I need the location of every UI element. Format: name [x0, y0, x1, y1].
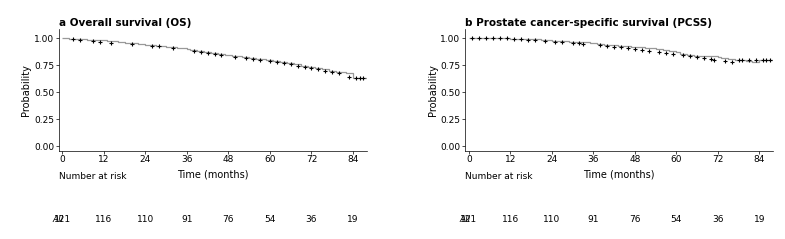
Text: 76: 76 [629, 215, 641, 224]
Y-axis label: Probability: Probability [428, 64, 437, 116]
Text: 19: 19 [754, 215, 765, 224]
Text: b Prostate cancer-specific survival (PCSS): b Prostate cancer-specific survival (PCS… [466, 18, 712, 28]
Y-axis label: Probability: Probability [21, 64, 31, 116]
Text: All: All [53, 215, 64, 224]
Text: All: All [459, 215, 470, 224]
Text: 76: 76 [223, 215, 234, 224]
Text: 116: 116 [502, 215, 519, 224]
Text: a Overall survival (OS): a Overall survival (OS) [59, 18, 192, 28]
Text: 36: 36 [712, 215, 724, 224]
Text: 110: 110 [543, 215, 560, 224]
Text: Number at risk: Number at risk [59, 172, 126, 181]
Text: 91: 91 [181, 215, 192, 224]
Text: 36: 36 [305, 215, 317, 224]
Text: Number at risk: Number at risk [466, 172, 533, 181]
Text: 121: 121 [460, 215, 477, 224]
X-axis label: Time (months): Time (months) [583, 170, 655, 180]
X-axis label: Time (months): Time (months) [177, 170, 249, 180]
Text: 116: 116 [95, 215, 112, 224]
Text: 110: 110 [137, 215, 154, 224]
Text: 54: 54 [670, 215, 682, 224]
Text: 54: 54 [265, 215, 276, 224]
Text: 19: 19 [347, 215, 359, 224]
Text: 91: 91 [588, 215, 599, 224]
Text: 121: 121 [53, 215, 71, 224]
